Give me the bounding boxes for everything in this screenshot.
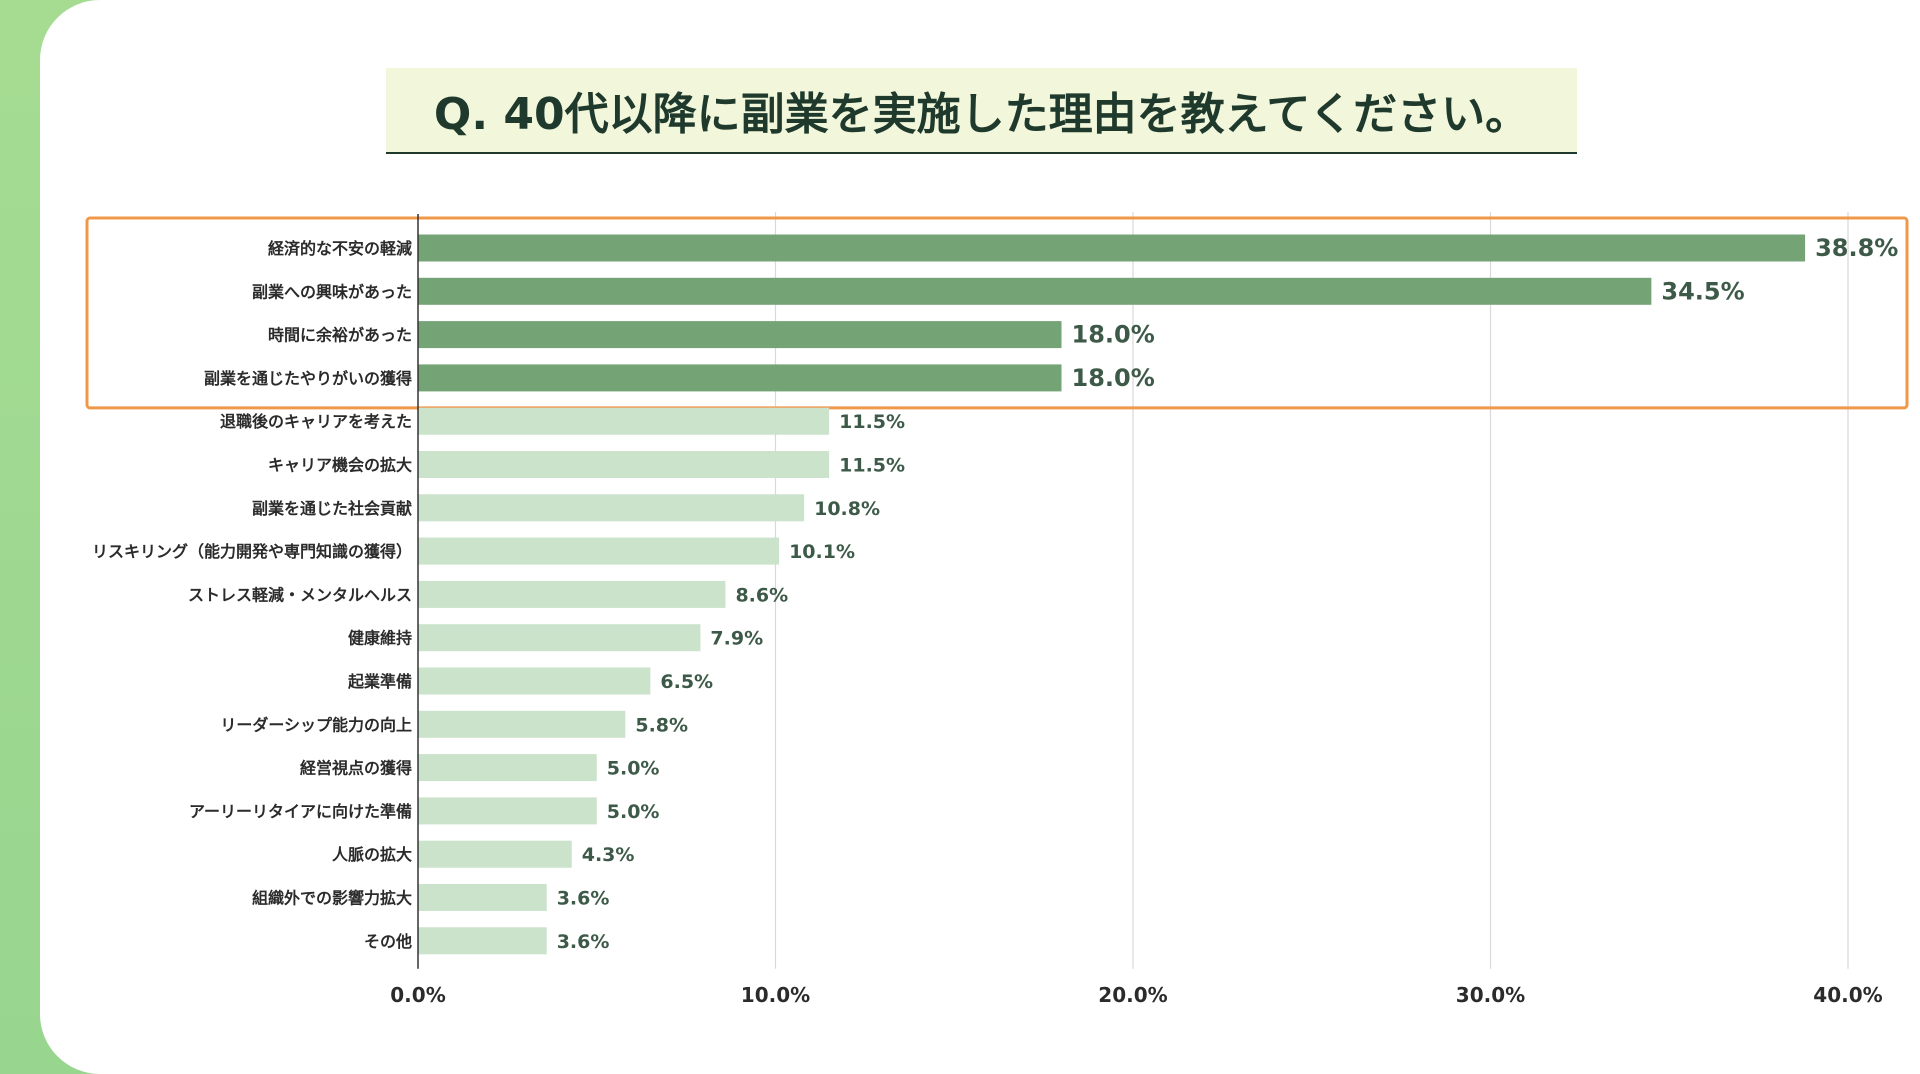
value-label: 38.8% [1815, 234, 1898, 262]
category-label: 経済的な不安の軽減 [268, 239, 412, 258]
value-label: 10.8% [814, 498, 880, 520]
category-label: 人脈の拡大 [332, 845, 412, 864]
value-label: 5.0% [607, 801, 660, 823]
value-label: 7.9% [710, 628, 763, 650]
category-label: 組織外での影響力拡大 [252, 889, 412, 908]
bar [418, 234, 1806, 262]
category-label: 副業を通じた社会貢献 [252, 499, 412, 518]
value-label: 10.1% [789, 541, 855, 563]
value-label: 11.5% [839, 455, 905, 477]
gridlines [774, 212, 1849, 969]
page-title: Q. 40代以降に副業を実施した理由を教えてください。 [433, 89, 1530, 140]
category-label: 経営視点の獲得 [300, 759, 412, 778]
bar [418, 494, 805, 522]
bar [418, 667, 651, 695]
bar [418, 277, 1652, 305]
bar [418, 451, 830, 478]
bar [418, 580, 726, 608]
bar [418, 884, 547, 911]
x-tick-label: 30.0% [1456, 983, 1525, 1007]
value-label: 4.3% [582, 844, 635, 866]
question-title-box: Q. 40代以降に副業を実施した理由を教えてください。 [386, 68, 1577, 154]
x-tick-label: 40.0% [1813, 983, 1882, 1007]
bar [418, 754, 597, 782]
value-label: 8.6% [735, 584, 788, 606]
category-label: 時間に余裕があった [268, 326, 412, 345]
category-label: 副業への興味があった [252, 282, 412, 301]
value-label: 11.5% [839, 411, 905, 433]
bar [418, 624, 701, 652]
category-label: 起業準備 [347, 672, 412, 691]
value-label: 18.0% [1072, 321, 1155, 349]
x-axis-ticks: 0.0% 10.0% 20.0% 30.0% 40.0% [390, 983, 1882, 1007]
value-label: 3.6% [557, 888, 610, 910]
category-label: 退職後のキャリアを考えた [220, 412, 412, 431]
category-label: 健康維持 [348, 629, 412, 648]
x-tick-label: 0.0% [390, 983, 445, 1007]
category-label: リーダーシップ能力の向上 [220, 715, 412, 734]
value-label: 18.0% [1072, 364, 1155, 392]
bar [418, 710, 626, 738]
category-label: 副業を通じたやりがいの獲得 [204, 369, 412, 388]
bar [418, 797, 597, 825]
bar [418, 321, 1062, 349]
bar [418, 927, 547, 955]
bars [418, 234, 1806, 955]
x-tick-label: 20.0% [1098, 983, 1167, 1007]
category-label: キャリア機会の拡大 [268, 456, 412, 475]
bar [418, 407, 830, 435]
x-tick-label: 10.0% [741, 983, 810, 1007]
value-label: 5.0% [607, 758, 660, 780]
bar [418, 537, 780, 565]
bar [418, 840, 572, 868]
category-label: その他 [364, 932, 412, 951]
category-label: リスキリング（能力開発や専門知識の獲得） [92, 542, 412, 561]
value-label: 6.5% [660, 671, 713, 693]
card-background [40, 0, 1920, 1074]
value-label: 3.6% [557, 931, 610, 953]
category-label: ストレス軽減・メンタルヘルス [188, 585, 412, 604]
value-label: 34.5% [1661, 277, 1744, 305]
category-label: アーリーリタイアに向けた準備 [189, 802, 412, 821]
bar [418, 364, 1062, 392]
category-labels: 経済的な不安の軽減副業への興味があった時間に余裕があった副業を通じたやりがいの獲… [92, 239, 412, 951]
highlight-box [85, 216, 1909, 410]
value-label: 5.8% [635, 714, 688, 736]
value-labels: 38.8% 34.5% 18.0% 18.0% 11.5% 11.5% 10.8% 10.1%… [557, 234, 1899, 953]
